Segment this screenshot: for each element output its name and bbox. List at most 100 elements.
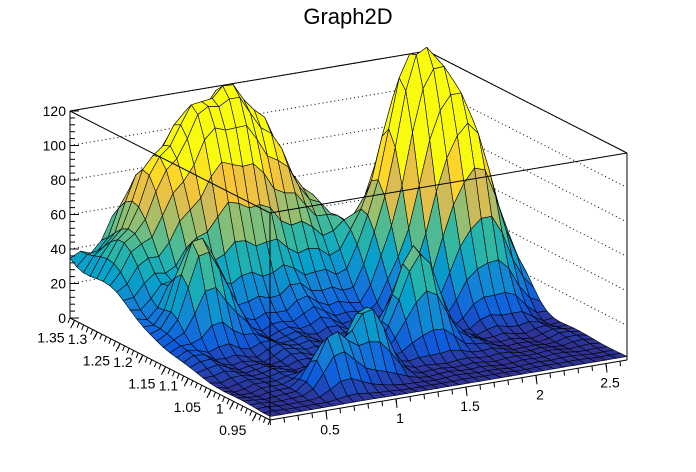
z-tick-label: 0 [58,310,66,326]
box-edge [426,50,628,154]
y-minor-tick [81,324,85,331]
y-minor-tick [117,343,121,349]
x-minor-tick [563,370,565,376]
y-minor-tick [85,327,89,333]
z-gridline [426,154,628,257]
z-gridline [426,85,628,188]
y-minor-tick [140,354,144,361]
y-minor-tick [249,410,253,416]
y-minor-tick [262,417,266,423]
y-minor-tick [176,373,180,379]
x-minor-tick [451,389,453,395]
y-minor-tick [103,336,107,342]
x-minor-tick [367,403,369,409]
z-tick-label: 60 [50,207,66,223]
z-gridline [69,85,428,146]
x-minor-tick [381,401,383,407]
x-minor-tick [493,382,495,388]
x-tick-label: 1.5 [460,398,480,414]
x-minor-tick [605,363,607,369]
x-minor-tick [283,417,285,423]
z-gridline [426,119,628,223]
surface-quad [262,410,282,417]
x-tick-label: 1 [396,410,404,426]
box-edge [69,50,428,112]
x-tick-label: 0.5 [320,422,340,438]
x-minor-tick [549,372,551,378]
x-minor-tick [479,384,481,390]
y-minor-tick [258,415,262,421]
y-minor-tick [244,408,248,414]
y-minor-tick [267,419,271,426]
y-minor-tick [185,378,189,384]
y-minor-tick [90,329,94,335]
y-minor-tick [153,361,157,368]
y-minor-tick [194,382,198,389]
y-minor-tick [167,368,171,375]
y-minor-tick [99,334,103,340]
x-tick-label: 2.5 [600,375,620,391]
y-minor-tick [135,352,139,358]
y-minor-tick [72,320,76,326]
z-tick-label: 100 [43,138,67,154]
x-minor-tick [619,361,621,367]
x-tick-label: 2 [536,386,544,402]
y-minor-tick [144,357,148,363]
x-minor-tick [409,396,411,402]
y-minor-tick [76,322,80,328]
y-tick-label: 1.35 [37,329,64,345]
x-minor-tick [437,391,439,397]
y-tick-label: 1.3 [68,331,88,347]
y-minor-tick [162,366,166,372]
y-minor-tick [126,347,130,354]
y-minor-tick [231,401,235,407]
x-minor-tick [521,377,523,383]
x-minor-tick [423,394,425,400]
x-minor-tick [297,415,299,421]
y-minor-tick [253,412,257,419]
z-tick-label: 120 [43,103,67,119]
y-minor-tick [181,375,185,382]
y-minor-tick [199,385,203,391]
y-minor-tick [226,398,230,405]
y-minor-tick [217,394,221,400]
y-minor-tick [203,387,207,393]
z-tick-label: 40 [50,241,66,257]
box-edge [69,110,271,214]
y-minor-tick [158,364,162,370]
x-minor-tick [507,379,509,386]
y-minor-tick [131,350,135,356]
y-tick-label: 1.25 [83,353,110,369]
x-minor-tick [339,408,341,414]
x-minor-tick [353,405,355,411]
x-minor-tick [535,375,537,381]
z-tick-label: 80 [50,172,66,188]
y-tick-label: 1.15 [128,376,155,392]
y-minor-tick [108,338,112,345]
y-tick-label: 1.1 [159,377,179,393]
y-minor-tick [190,380,194,386]
y-minor-tick [172,371,176,377]
x-minor-tick [577,368,579,374]
y-minor-tick [208,389,212,396]
y-minor-tick [212,391,216,398]
y-minor-tick [67,317,71,324]
x-axis-line [269,359,628,421]
y-tick-label: 1.05 [174,399,201,415]
x-minor-tick [465,387,467,393]
z-gridline [69,119,428,181]
y-tick-label: 1 [216,400,224,416]
z-tick-label: 20 [50,276,66,292]
y-minor-tick [122,345,126,352]
y-tick-label: 0.95 [219,422,246,438]
y-minor-tick [222,396,226,403]
x-minor-tick [311,412,313,418]
y-minor-tick [112,340,116,347]
y-minor-tick [94,331,98,338]
chart-title: Graph2D [303,4,393,29]
y-minor-tick [240,405,244,412]
x-minor-tick [591,365,593,371]
x-minor-tick [395,398,397,404]
